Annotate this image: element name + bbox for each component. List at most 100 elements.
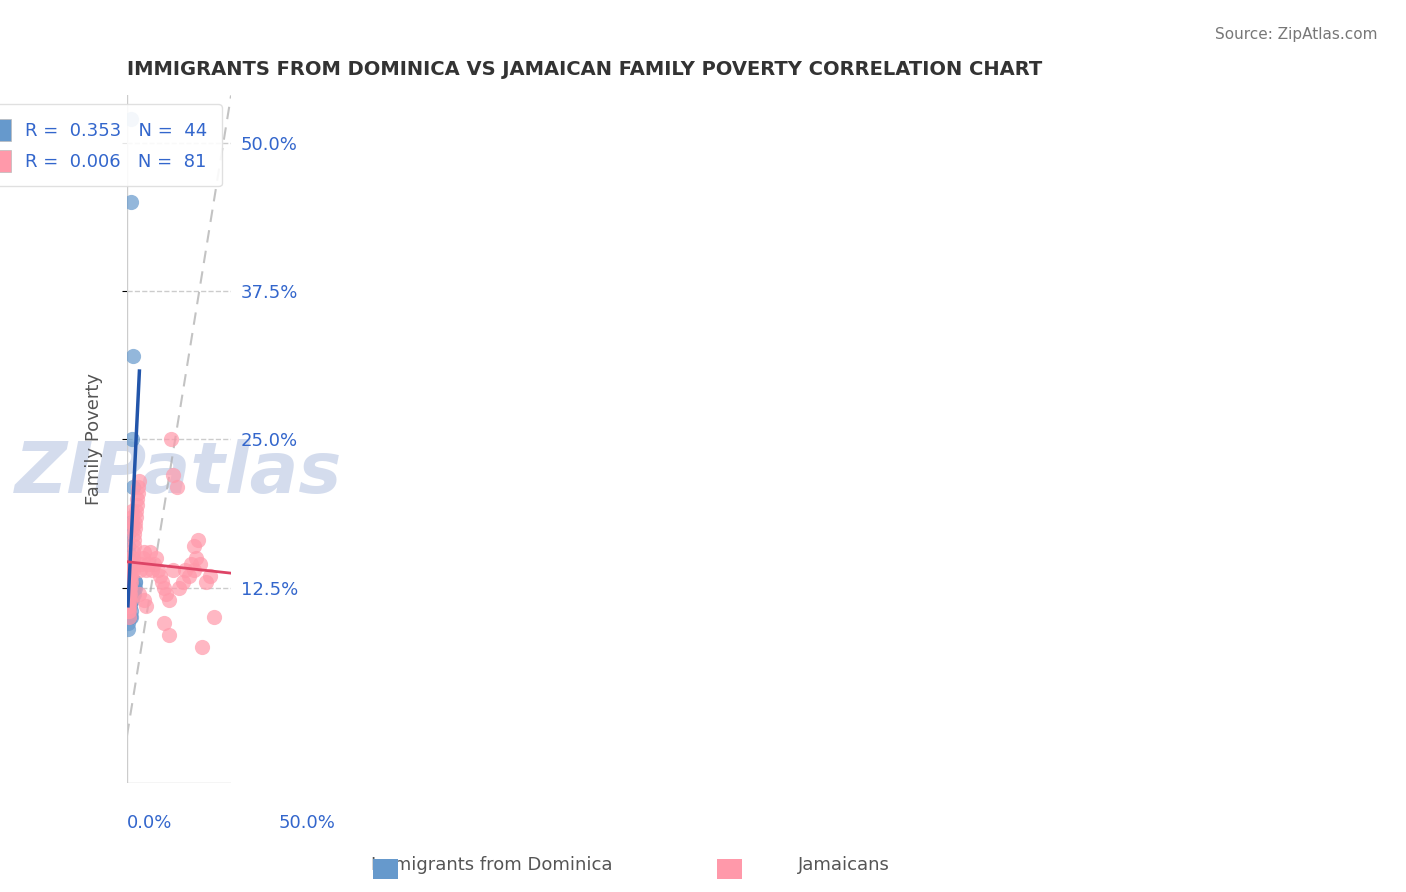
Point <box>122 533 145 548</box>
Point <box>118 563 141 577</box>
Point <box>132 545 155 559</box>
Point <box>128 474 150 488</box>
Point <box>132 592 155 607</box>
Point <box>122 581 145 595</box>
Point <box>135 563 157 577</box>
Point <box>117 551 139 566</box>
Point <box>117 581 139 595</box>
Point <box>167 581 190 595</box>
Point <box>117 592 139 607</box>
Point <box>118 569 141 583</box>
Point <box>124 516 146 530</box>
Point <box>166 480 188 494</box>
Point <box>120 569 142 583</box>
Point <box>117 599 139 613</box>
Point <box>139 545 162 559</box>
Point <box>118 599 141 613</box>
Point <box>159 433 181 447</box>
Point <box>135 599 157 613</box>
Point <box>118 581 141 595</box>
Point <box>172 574 194 589</box>
Point <box>120 112 142 127</box>
Point <box>180 557 202 571</box>
Point <box>121 581 143 595</box>
Point <box>125 509 148 524</box>
Y-axis label: Family Poverty: Family Poverty <box>86 374 103 506</box>
Point <box>121 592 143 607</box>
Point <box>118 557 141 571</box>
Legend: R =  0.353   N =  44, R =  0.006   N =  81: R = 0.353 N = 44, R = 0.006 N = 81 <box>0 104 222 186</box>
Point <box>122 563 145 577</box>
Point <box>122 587 145 601</box>
Point <box>117 527 139 541</box>
Point <box>128 587 150 601</box>
Point <box>117 605 139 619</box>
Point <box>127 498 149 512</box>
Point <box>187 533 209 548</box>
Point <box>118 581 141 595</box>
Point <box>146 563 169 577</box>
Point <box>149 569 172 583</box>
Point <box>117 587 139 601</box>
Point <box>191 640 214 654</box>
Point <box>124 574 146 589</box>
Point <box>118 610 141 624</box>
Point <box>121 521 143 535</box>
Point <box>122 350 145 364</box>
Point <box>120 610 142 624</box>
Point <box>120 557 142 571</box>
Point <box>120 551 142 566</box>
Point <box>179 569 201 583</box>
Point <box>122 527 145 541</box>
Point <box>117 616 139 631</box>
Point <box>183 563 205 577</box>
Text: Source: ZipAtlas.com: Source: ZipAtlas.com <box>1215 27 1378 42</box>
Point <box>195 574 218 589</box>
Point <box>120 574 142 589</box>
Point <box>153 581 176 595</box>
Point <box>118 581 141 595</box>
Point <box>121 503 143 517</box>
Point <box>124 581 146 595</box>
Point <box>118 599 141 613</box>
Point <box>122 545 145 559</box>
Point <box>122 539 145 553</box>
Point <box>122 551 145 566</box>
Point <box>122 557 145 571</box>
Point <box>118 587 141 601</box>
Point <box>117 610 139 624</box>
Point <box>127 491 149 506</box>
Point <box>125 503 148 517</box>
Point <box>136 557 159 571</box>
Point <box>122 480 145 494</box>
Point <box>118 516 141 530</box>
Point <box>129 563 152 577</box>
Point <box>117 539 139 553</box>
Text: 50.0%: 50.0% <box>278 814 335 832</box>
Point <box>153 616 176 631</box>
Point <box>127 486 149 500</box>
Point <box>118 592 141 607</box>
Point <box>141 563 163 577</box>
Point <box>120 581 142 595</box>
Point <box>143 557 166 571</box>
Point <box>118 587 141 601</box>
Point <box>118 587 141 601</box>
Point <box>174 563 197 577</box>
Point <box>128 0 150 8</box>
Point <box>118 605 141 619</box>
Point <box>117 545 139 559</box>
Point <box>121 581 143 595</box>
Point <box>200 569 222 583</box>
Point <box>150 574 173 589</box>
Point <box>183 539 205 553</box>
Point <box>120 605 142 619</box>
Point <box>188 557 211 571</box>
Point <box>131 551 153 566</box>
Point <box>184 551 207 566</box>
Point <box>155 587 177 601</box>
Point <box>124 574 146 589</box>
Point <box>118 581 141 595</box>
Point <box>118 592 141 607</box>
Point <box>122 581 145 595</box>
